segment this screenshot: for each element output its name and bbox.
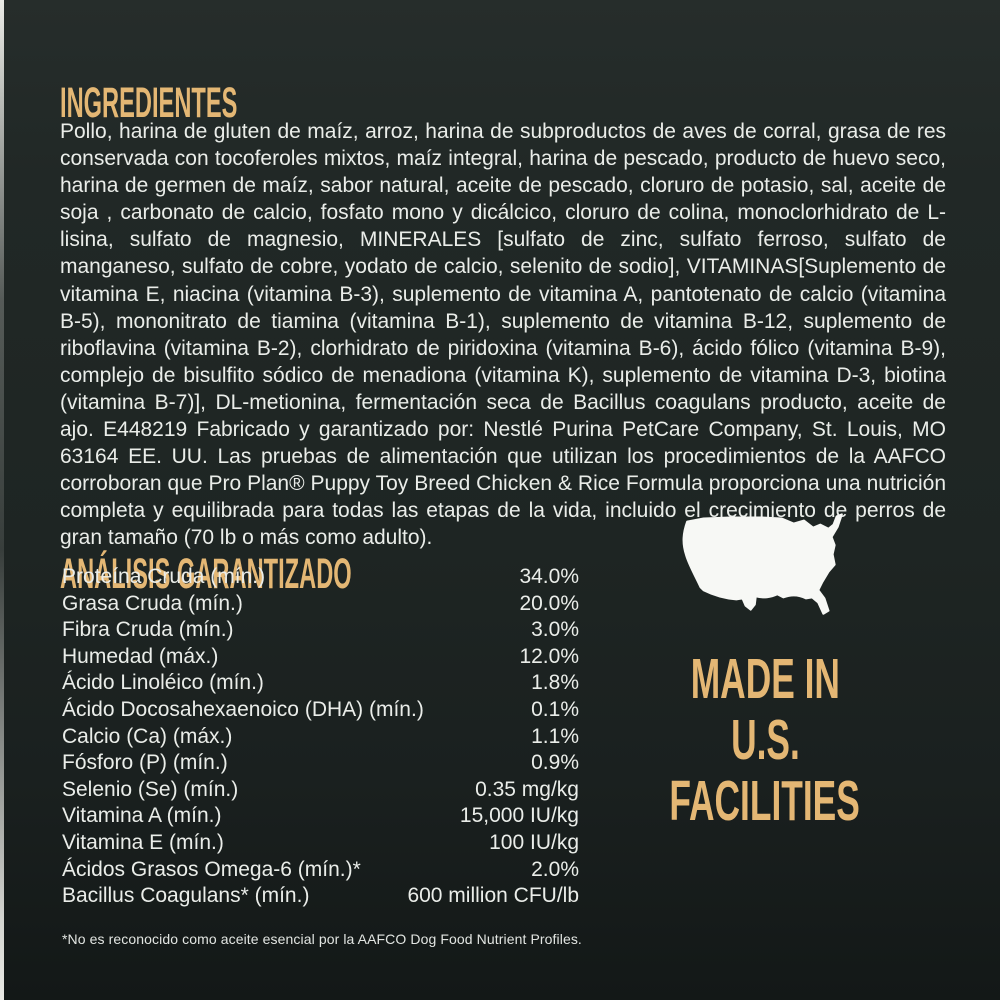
table-row: Vitamina E (mín.) 100 IU/kg xyxy=(62,830,579,857)
table-row: Fibra Cruda (mín.) 3.0% xyxy=(62,617,579,644)
made-in-us-text: MADE IN U.S. FACILITIES xyxy=(602,649,928,832)
guaranteed-analysis-title-text: ANÁLISIS GARANTIZADO xyxy=(60,549,352,598)
made-in-line-2: U.S. xyxy=(730,708,800,772)
nutrient-label: Ácidos Grasos Omega-6 (mín.)* xyxy=(62,857,361,881)
nutrient-label: Humedad (máx.) xyxy=(62,644,219,668)
nutrient-label: Calcio (Ca) (máx.) xyxy=(62,724,233,748)
nutrient-value: 34.0% xyxy=(519,565,579,588)
ingredients-paragraph: Pollo, harina de gluten de maíz, arroz, … xyxy=(60,120,946,550)
nutrient-value: 1.8% xyxy=(531,671,579,695)
table-row: Ácidos Grasos Omega-6 (mín.)* 2.0% xyxy=(62,857,579,884)
nutrient-value: 15,000 IU/kg xyxy=(459,804,579,828)
nutrient-label: Ácido Linoléico (mín.) xyxy=(62,671,264,695)
table-row: Ácido Linoléico (mín.) 1.8% xyxy=(62,670,579,697)
nutrient-value: 1.1% xyxy=(531,724,579,748)
nutrient-label: Vitamina E (mín.) xyxy=(62,830,224,854)
nutrient-value: 12.0% xyxy=(519,644,579,668)
nutrient-label: Fibra Cruda (mín.) xyxy=(62,618,234,642)
nutrient-value: 3.0% xyxy=(531,618,579,642)
nutrient-label: Selenio (Se) (mín.) xyxy=(62,777,239,801)
nutrient-label: Ácido Docosahexaenoico (DHA) (mín.) xyxy=(62,697,424,721)
table-row: Calcio (Ca) (máx.) 1.1% xyxy=(62,724,579,751)
table-row: Fósforo (P) (mín.) 0.9% xyxy=(62,750,579,777)
nutrient-value: 0.1% xyxy=(531,697,579,721)
table-row: Vitamina A (mín.) 15,000 IU/kg xyxy=(62,803,579,830)
ingredients-title-text: INGREDIENTES xyxy=(60,78,238,127)
nutrient-label: Vitamina A (mín.) xyxy=(62,804,222,828)
nutrient-value: 0.9% xyxy=(531,751,579,775)
nutrient-value: 100 IU/kg xyxy=(489,830,579,854)
nutrient-label: Fósforo (P) (mín.) xyxy=(62,751,228,775)
nutrient-label: Bacillus Coagulans* (mín.) xyxy=(62,884,310,908)
nutrient-value: 2.0% xyxy=(531,857,579,881)
guaranteed-analysis-table: Proteína Cruda (mín.) 34.0% Grasa Cruda (… xyxy=(62,564,579,910)
nutrient-label: Grasa Cruda (mín.) xyxy=(62,591,243,615)
nutrient-value: 600 million CFU/lb xyxy=(407,884,579,908)
package-edge-highlight xyxy=(0,0,4,1000)
table-row: Selenio (Se) (mín.) 0.35 mg/kg xyxy=(62,777,579,804)
table-row: Ácido Docosahexaenoico (DHA) (mín.) 0.1% xyxy=(62,697,579,724)
nutrient-value: 0.35 mg/kg xyxy=(475,777,579,801)
table-row: Humedad (máx.) 12.0% xyxy=(62,644,579,671)
made-in-us-badge: MADE IN U.S. FACILITIES xyxy=(602,508,928,832)
made-in-line-3: FACILITIES xyxy=(669,769,861,833)
table-row: Grasa Cruda (mín.) 20.0% xyxy=(62,591,579,618)
ingredients-title: INGREDIENTES xyxy=(60,78,383,127)
guaranteed-analysis-title: ANÁLISIS GARANTIZADO xyxy=(60,549,590,598)
nutrient-value: 20.0% xyxy=(519,591,579,615)
usa-map-icon xyxy=(682,513,843,615)
aafco-footnote: *No es reconocido como aceite esencial p… xyxy=(62,931,582,947)
table-row: Bacillus Coagulans* (mín.) 600 million CF… xyxy=(62,883,579,910)
nutrient-label: Proteína Cruda (mín.) xyxy=(62,565,266,588)
made-in-line-1: MADE IN xyxy=(690,647,840,711)
table-row: Proteína Cruda (mín.) 34.0% xyxy=(62,564,579,591)
